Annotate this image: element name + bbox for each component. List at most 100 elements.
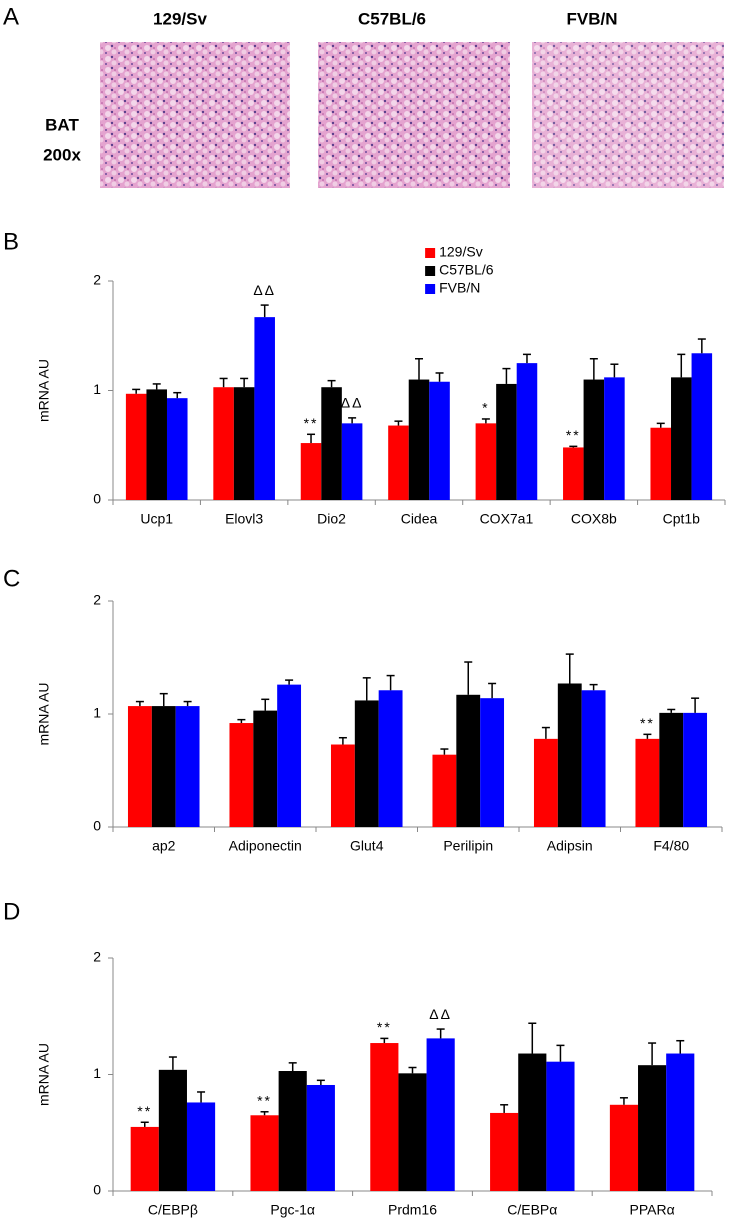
histology-image [318, 42, 510, 188]
error-bar [522, 353, 531, 364]
error-bar [380, 1037, 389, 1044]
bar [254, 317, 275, 500]
x-tick-label: COX7a1 [480, 511, 534, 527]
x-tick-label: C/EBPβ [148, 1202, 198, 1218]
error-bar [348, 417, 357, 424]
bar [306, 1084, 335, 1191]
error-bar [436, 1028, 445, 1039]
error-bar [159, 692, 168, 707]
error-bar [285, 679, 294, 685]
bar [175, 706, 200, 827]
bar [475, 423, 497, 500]
bar [516, 363, 538, 500]
error-bar [589, 683, 598, 691]
significance-marker: ** [640, 715, 655, 731]
error-bar [565, 653, 574, 684]
bar [277, 684, 302, 827]
x-tick-label: Cidea [401, 511, 438, 527]
x-tick-label: Elovl3 [225, 511, 263, 527]
error-bar [135, 700, 144, 707]
error-bar [610, 363, 619, 378]
bar [635, 738, 660, 827]
significance-marker: ΔΔ [429, 1006, 452, 1022]
error-bar [676, 1039, 685, 1054]
error-bar [589, 357, 598, 380]
x-tick-label: Adipsin [547, 838, 593, 854]
y-tick-label: 1 [93, 1065, 101, 1081]
error-bar [569, 445, 578, 448]
bar [278, 1071, 307, 1191]
error-bar [362, 677, 371, 701]
significance-marker: ** [257, 1092, 272, 1108]
bar [300, 443, 322, 500]
strain-label: C57BL/6 [358, 9, 426, 28]
x-tick-label: Glut4 [350, 838, 384, 854]
bar [659, 712, 684, 827]
histology-image [532, 42, 724, 188]
panel-label: D [3, 898, 20, 925]
bar [321, 387, 342, 500]
error-bar [197, 1091, 206, 1103]
bar [546, 1061, 575, 1191]
bar [253, 710, 278, 827]
legend-label: C57BL/6 [439, 262, 494, 278]
x-tick-label: ap2 [152, 838, 176, 854]
bar [496, 383, 517, 500]
error-bar [415, 357, 423, 380]
bar [429, 381, 450, 500]
y-tick-label: 0 [93, 818, 101, 834]
error-bar [697, 338, 706, 354]
bar [127, 706, 152, 827]
error-bar [677, 353, 686, 378]
significance-marker: ** [377, 1019, 392, 1035]
y-tick-label: 2 [93, 272, 101, 288]
error-bar [440, 748, 449, 755]
row-label: 200x [43, 145, 81, 164]
bar [638, 1065, 667, 1191]
panel-label: C [3, 565, 20, 592]
bar [130, 1126, 159, 1191]
x-tick-label: Pgc-1α [270, 1202, 315, 1218]
bar [426, 1038, 455, 1191]
y-axis-label: mRNA AU [36, 359, 52, 422]
bar [186, 1102, 216, 1191]
y-tick-label: 2 [93, 592, 101, 608]
error-bar [152, 383, 161, 390]
bar [609, 1104, 639, 1191]
x-tick-label: Dio2 [317, 511, 346, 527]
y-tick-label: 1 [93, 381, 101, 397]
legend-swatch [425, 284, 436, 294]
error-bar [500, 1104, 509, 1113]
bar [398, 1073, 427, 1191]
y-tick-label: 0 [93, 1182, 101, 1198]
significance-marker: * [482, 400, 489, 416]
error-bar [541, 726, 550, 739]
bar [583, 379, 605, 500]
y-axis-label: mRNA AU [36, 1043, 52, 1106]
bar [518, 1053, 547, 1191]
x-tick-label: PPARα [630, 1202, 675, 1218]
bar [432, 754, 457, 827]
error-bar [260, 1111, 269, 1116]
error-bar [237, 718, 246, 724]
x-tick-label: C/EBPα [507, 1202, 557, 1218]
error-bar [183, 700, 192, 707]
significance-marker: ** [304, 415, 319, 431]
error-bar [667, 708, 676, 713]
y-axis-label: mRNA AU [36, 682, 52, 745]
error-bar [261, 698, 270, 711]
bar [480, 698, 505, 827]
y-tick-label: 1 [93, 705, 101, 721]
bar [146, 389, 167, 500]
significance-marker: ΔΔ [253, 282, 276, 298]
bar [388, 425, 409, 500]
error-bar [464, 661, 473, 695]
error-bar [435, 372, 444, 382]
bar [557, 683, 582, 827]
bar [581, 690, 606, 827]
bar [650, 427, 672, 500]
strain-label: FVB/N [567, 9, 618, 28]
error-bar [394, 420, 403, 426]
row-label: BAT [45, 115, 79, 134]
bar [378, 690, 403, 827]
